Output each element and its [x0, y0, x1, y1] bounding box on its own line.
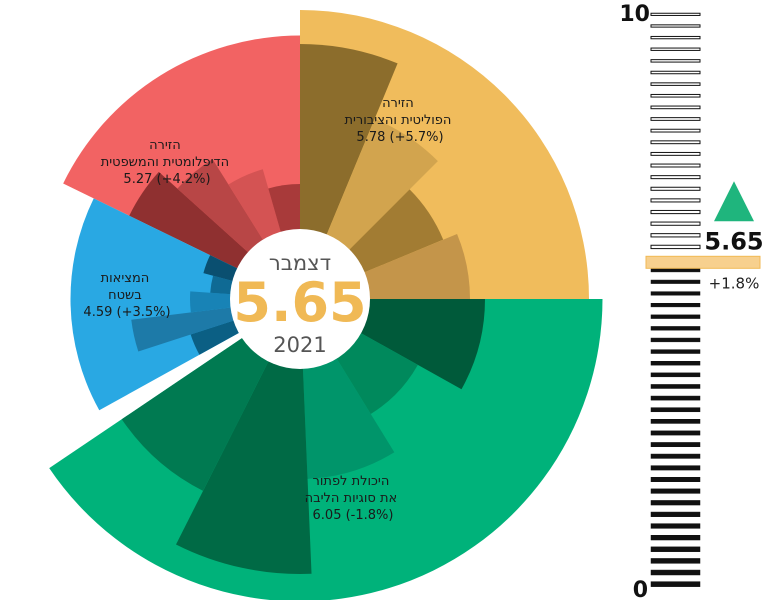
gauge-tick [650, 12, 701, 16]
gauge-tick [650, 477, 701, 482]
gauge-tick [650, 407, 701, 413]
segment-label-core-issues: היכולת לפתור את סוגיות הליבה 6.05 (-1.8%… [305, 474, 402, 523]
gauge-tick [650, 558, 701, 564]
sub-segment-core-issues [176, 299, 312, 575]
gauge-tick [650, 221, 701, 226]
gauge-min-label: 0 [633, 578, 648, 600]
gauge-tick [650, 500, 701, 506]
gauge-tick [650, 105, 701, 110]
gauge-tick [650, 488, 701, 494]
gauge-tick [650, 175, 701, 180]
segment-label-political: הזירה הפוליטית והציבורית 5.78 (+5.7%) [344, 96, 455, 145]
gauge-tick [650, 546, 701, 552]
gauge-tick [650, 279, 701, 284]
gauge-value-marker [645, 255, 761, 269]
gauge-tick [650, 244, 701, 250]
gauge-tick [650, 419, 701, 424]
gauge-tick [650, 163, 701, 168]
center-disc [230, 229, 370, 369]
gauge-tick [650, 384, 701, 389]
segment-label-diplomatic: הזירה הדיפלומטית והמשפטית 5.27 (+4.2%) [101, 138, 234, 187]
gauge-tick [650, 268, 701, 273]
gauge-tick [650, 442, 701, 448]
center-value: 5.65 [233, 271, 366, 334]
gauge-tick [650, 430, 701, 436]
gauge-tick [650, 314, 701, 319]
gauge-tick [650, 453, 701, 459]
gauge-tick [650, 186, 701, 191]
gauge-tick [650, 198, 701, 203]
gauge-tick [650, 70, 701, 75]
gauge-scale [650, 12, 701, 587]
gauge-tick [650, 233, 701, 238]
gauge-value: 5.65 [704, 227, 763, 255]
gauge-tick [650, 303, 701, 308]
center-month: דצמבר [269, 251, 331, 275]
gauge-tick [650, 326, 701, 331]
gauge-tick [650, 361, 701, 366]
gauge-tick [650, 337, 701, 343]
gauge-tick [650, 523, 701, 529]
gauge-tick [650, 82, 701, 86]
trend-up-icon [714, 181, 754, 222]
gauge-tick [650, 349, 701, 354]
gauge-tick [650, 511, 701, 517]
gauge-tick [650, 151, 701, 156]
gauge-tick [650, 117, 701, 121]
gauge-tick [650, 291, 701, 296]
gauge-tick [650, 47, 701, 51]
gauge-tick [650, 465, 701, 471]
gauge-tick [650, 395, 701, 401]
center-year: 2021 [273, 333, 326, 357]
gauge-tick [650, 128, 701, 133]
segment-label-reality: המציאות בשטח 4.59 (+3.5%) [83, 271, 170, 320]
gauge-change: +1.8% [709, 274, 760, 292]
gauge-tick [650, 140, 701, 145]
segment-reality [70, 198, 300, 411]
gauge-tick [650, 93, 701, 98]
gauge-tick [650, 24, 701, 28]
gauge-tick [650, 35, 701, 40]
gauge-tick [650, 569, 701, 576]
gauge-tick [650, 209, 701, 215]
gauge-tick [650, 535, 701, 541]
gauge-tick [650, 59, 701, 63]
gauge-tick [650, 372, 701, 378]
gauge-max-label: 10 [619, 2, 650, 27]
gauge-tick [650, 581, 701, 587]
